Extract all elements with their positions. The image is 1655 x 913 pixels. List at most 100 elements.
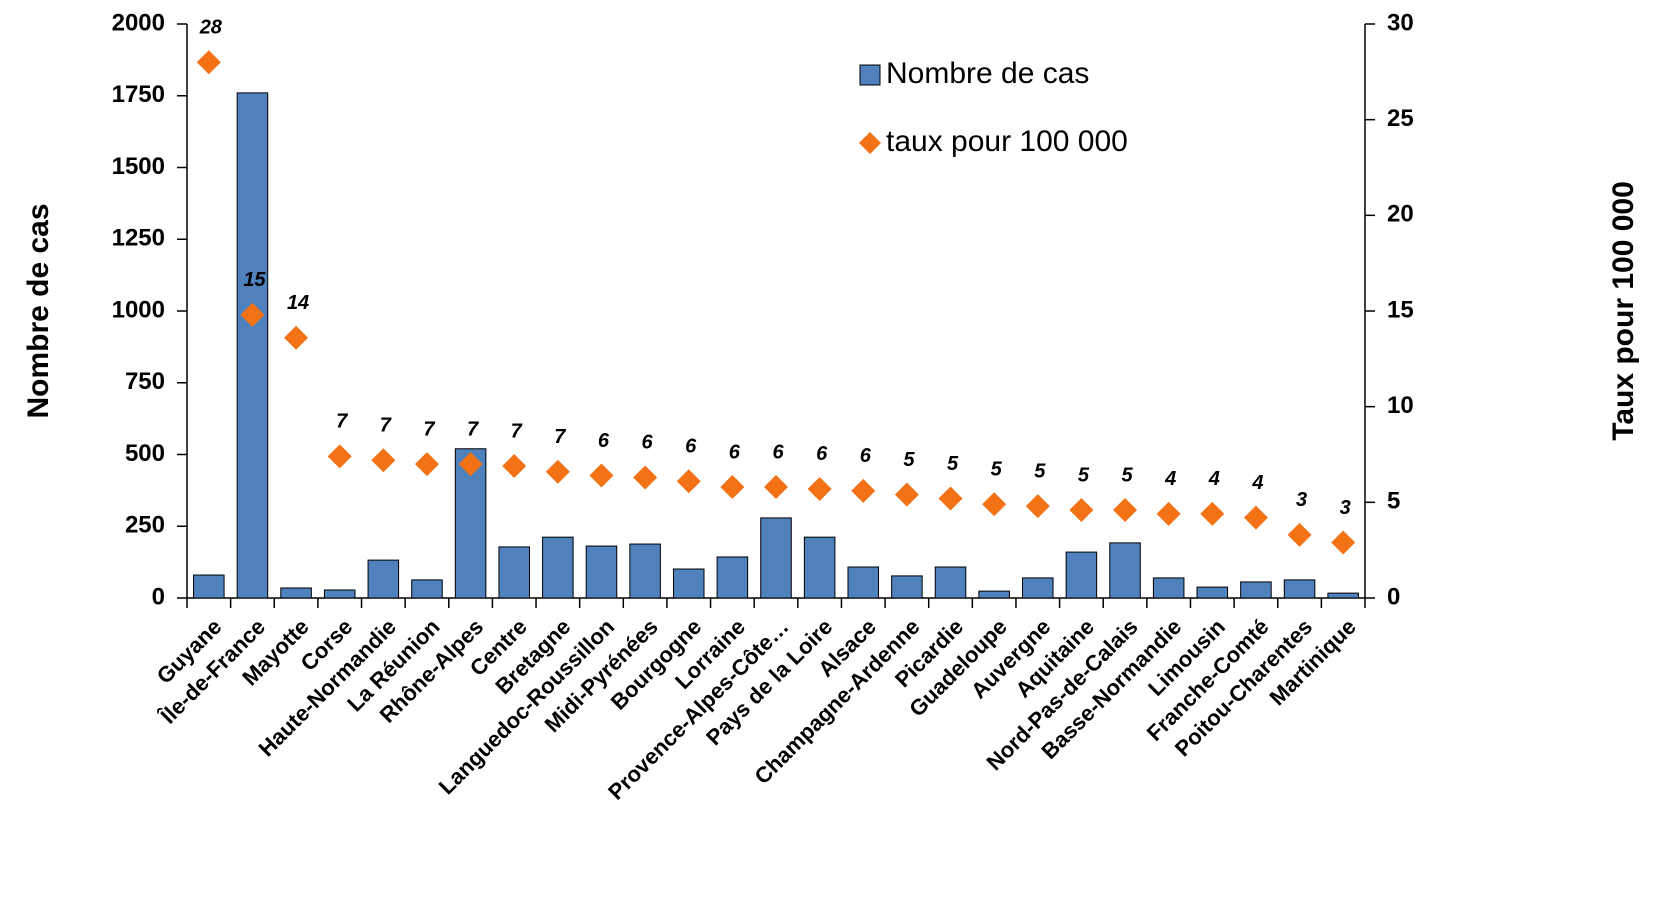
marker: [1069, 497, 1094, 522]
data-label: 7: [511, 420, 523, 442]
marker: [1243, 505, 1268, 530]
data-label: 14: [287, 292, 309, 314]
y-tick-label: 500: [125, 440, 165, 467]
marker: [1156, 501, 1181, 526]
y-tick-label: 1000: [112, 296, 165, 323]
y2-tick-label: 20: [1387, 201, 1414, 228]
bar: [1109, 542, 1141, 599]
data-label: 6: [860, 445, 872, 467]
y-tick-label: 1250: [112, 225, 165, 252]
y-axis-title: Nombre de cas: [22, 203, 55, 418]
bar: [280, 587, 312, 599]
marker: [327, 444, 352, 469]
data-label: 7: [467, 418, 479, 440]
marker: [894, 482, 919, 507]
y-tick-label: 0: [152, 583, 165, 610]
marker: [502, 453, 527, 478]
data-label: 5: [903, 449, 915, 471]
marker: [589, 463, 614, 488]
bar: [672, 568, 705, 599]
y-tick-label: 250: [125, 512, 165, 539]
bar: [236, 92, 269, 599]
data-label: 4: [1251, 472, 1263, 494]
y2-tick-label: 30: [1387, 9, 1414, 36]
legend-swatch: [859, 132, 881, 154]
legend-swatch: [859, 64, 881, 86]
marker: [1113, 497, 1138, 522]
bar: [1196, 586, 1229, 599]
marker: [676, 469, 701, 494]
bar: [760, 517, 792, 599]
bar: [803, 536, 836, 599]
data-label: 5: [1121, 464, 1133, 486]
bar: [847, 566, 880, 599]
bar: [498, 546, 530, 599]
marker: [764, 475, 788, 500]
marker: [458, 452, 483, 477]
bar: [891, 575, 923, 599]
marker: [371, 448, 396, 473]
data-label: 4: [1208, 468, 1220, 490]
marker: [1331, 530, 1356, 555]
bar: [1327, 592, 1359, 599]
data-label: 6: [772, 441, 784, 463]
legend-label: taux pour 100 000: [886, 125, 1128, 158]
y2-tick-label: 15: [1387, 296, 1414, 323]
marker: [633, 465, 658, 490]
marker: [284, 325, 309, 350]
y-tick-label: 1500: [112, 153, 165, 180]
bar: [978, 590, 1010, 599]
data-label: 3: [1296, 489, 1307, 511]
data-label: 5: [991, 459, 1003, 481]
marker: [240, 302, 265, 327]
data-label: 6: [642, 432, 654, 454]
bar: [1283, 579, 1316, 599]
marker: [938, 486, 963, 511]
bar: [193, 574, 225, 599]
data-label: 6: [685, 436, 697, 458]
marker: [1025, 494, 1050, 519]
bar: [629, 543, 661, 599]
legend-label: Nombre de cas: [886, 57, 1089, 90]
y2-tick-label: 25: [1387, 105, 1414, 132]
bar: [323, 589, 356, 599]
data-label: 7: [423, 418, 435, 440]
data-label: 7: [380, 415, 392, 437]
marker: [851, 478, 876, 503]
bar: [716, 556, 749, 599]
bar: [585, 545, 618, 599]
data-label: 6: [729, 441, 741, 463]
marker: [982, 492, 1007, 517]
y2-tick-label: 10: [1387, 392, 1414, 419]
bar: [1240, 581, 1272, 599]
data-label: 15: [243, 269, 266, 291]
y-tick-label: 2000: [112, 9, 165, 36]
bar: [1152, 577, 1185, 599]
bar: [1022, 577, 1054, 599]
data-label: 7: [554, 426, 566, 448]
data-label: 5: [1078, 464, 1090, 486]
bar: [542, 536, 574, 599]
marker: [414, 452, 439, 477]
data-label: 7: [336, 411, 348, 433]
marker: [720, 475, 745, 500]
y-tick-label: 1750: [112, 81, 165, 108]
marker: [545, 459, 570, 484]
bar: [367, 559, 400, 599]
marker: [1287, 522, 1312, 547]
bar: [934, 566, 967, 599]
marker: [807, 476, 832, 501]
data-label: 5: [1034, 460, 1046, 482]
marker: [196, 50, 221, 75]
data-label: 6: [598, 430, 610, 452]
y-tick-label: 750: [125, 368, 165, 395]
bar: [411, 579, 443, 599]
bar: [1065, 551, 1098, 599]
data-label: 28: [199, 17, 223, 39]
y2-tick-label: 5: [1387, 488, 1400, 515]
y2-tick-label: 0: [1387, 583, 1400, 610]
data-label: 5: [947, 453, 959, 475]
data-label: 6: [816, 443, 828, 465]
y2-axis-title: Taux pour 100 000: [1607, 181, 1640, 441]
